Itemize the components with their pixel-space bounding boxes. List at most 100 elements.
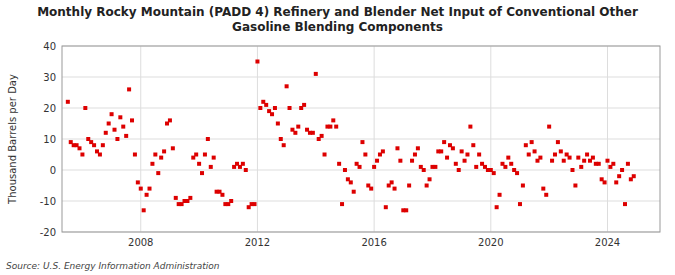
point [150,162,154,166]
point [279,137,283,141]
point [145,193,149,197]
y-grid-line [62,170,660,171]
x-tick-label: 2008 [128,237,153,248]
point [474,165,478,169]
point [582,159,586,163]
point [101,143,105,147]
point [255,60,259,64]
point [276,122,280,126]
point [107,122,111,126]
x-tick-label: 2020 [478,237,503,248]
y-axis-label: Thousand Barrels per Day [7,74,18,205]
x-grid-line [607,46,608,232]
y-tick-label: 10 [43,134,56,145]
point [573,184,577,188]
point [331,118,335,122]
y-tick-label: 40 [43,41,56,52]
point [585,153,589,157]
point [110,112,114,116]
point [323,153,327,157]
point [591,156,595,160]
y-grid-line [62,108,660,109]
point [506,156,510,160]
point [340,202,344,206]
point [460,149,464,153]
point [104,131,108,135]
point [395,146,399,150]
x-tick-label: 2024 [595,237,620,248]
y-grid-line [62,139,660,140]
source-note: Source: U.S. Energy Information Administ… [6,261,220,271]
point [410,159,414,163]
point [597,162,601,166]
point [477,153,481,157]
x-grid-line [257,46,258,232]
point [130,118,134,122]
point [133,153,137,157]
point [92,143,96,147]
point [168,118,172,122]
point [556,140,560,144]
point [288,106,292,110]
point [358,165,362,169]
point [328,125,332,129]
point [273,106,277,110]
point [139,187,143,191]
point [439,149,443,153]
point [352,190,356,194]
point [372,165,376,169]
point [381,149,385,153]
point [390,180,394,184]
point [264,103,268,107]
point [241,162,245,166]
point [579,165,583,169]
point [363,153,367,157]
y-tick-label: -20 [40,227,56,238]
point [98,153,102,157]
point [206,137,210,141]
point [153,153,157,157]
point [544,193,548,197]
point [503,165,507,169]
point [553,153,557,157]
point [229,199,233,203]
point [115,137,119,141]
point [174,196,178,200]
point [162,149,166,153]
point [200,171,204,175]
point [524,143,528,147]
point [570,168,574,172]
point [124,134,128,138]
point [244,168,248,172]
x-grid-line [490,46,491,232]
point [83,106,87,110]
y-tick-label: 30 [43,72,56,83]
point [451,146,455,150]
point [343,168,347,172]
point [465,153,469,157]
point [445,156,449,160]
point [626,162,630,166]
point [611,162,615,166]
point [148,187,152,191]
point [471,143,475,147]
point [393,187,397,191]
point [617,174,621,178]
point [576,156,580,160]
point [413,153,417,157]
points [66,60,636,213]
y-tick-label: 20 [43,103,56,114]
point [515,171,519,175]
point [492,171,496,175]
point [293,131,297,135]
point [209,165,213,169]
point [334,125,338,129]
point [320,134,324,138]
point [559,149,563,153]
point [66,100,70,104]
point [285,84,289,88]
point [375,159,379,163]
point [404,208,408,212]
point [197,162,201,166]
point [142,208,146,212]
